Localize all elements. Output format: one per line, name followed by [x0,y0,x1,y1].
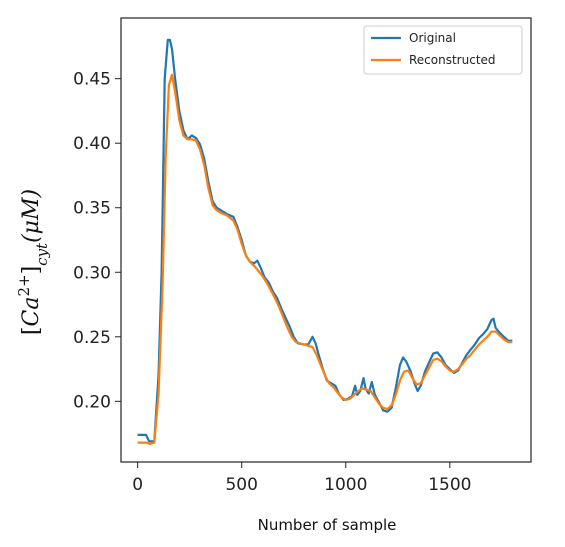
y-axis-label-charge: 2+ [15,274,33,296]
legend-box [363,25,523,75]
x-tick-label: 0 [132,475,143,495]
y-axis-label-subscript: cyt [33,242,51,266]
x-tick-label: 500 [225,475,257,495]
y-axis-label-species: Ca [19,297,44,327]
legend-label-reconstructed: Reconstructed [409,53,496,67]
y-axis-label-bracket-open: [ [19,326,44,335]
y-axis-ticks: 0.20 0.25 0.30 0.35 0.40 0.45 [73,70,121,412]
x-axis-label: Number of sample [258,516,397,534]
x-tick-label: 1500 [428,475,471,495]
y-tick-label: 0.35 [73,199,111,219]
y-tick-label: 0.45 [73,70,111,90]
y-tick-label: 0.40 [73,134,111,154]
x-axis-ticks: 0 500 1000 1500 [132,462,471,495]
x-tick-label: 1000 [324,475,367,495]
y-axis-label: [Ca2+]cyt(μM) [15,189,51,335]
y-tick-label: 0.25 [73,328,111,348]
series-layer [137,38,513,445]
series-line-reconstructed [137,73,513,445]
y-tick-label: 0.20 [73,392,111,412]
plot-frame [120,17,532,463]
legend: Original Reconstructed [363,25,523,75]
y-tick-label: 0.30 [73,263,111,283]
legend-label-original: Original [409,31,456,45]
y-axis-label-bracket-close: ] [19,266,44,275]
y-axis-label-unit: (μM) [19,189,44,243]
